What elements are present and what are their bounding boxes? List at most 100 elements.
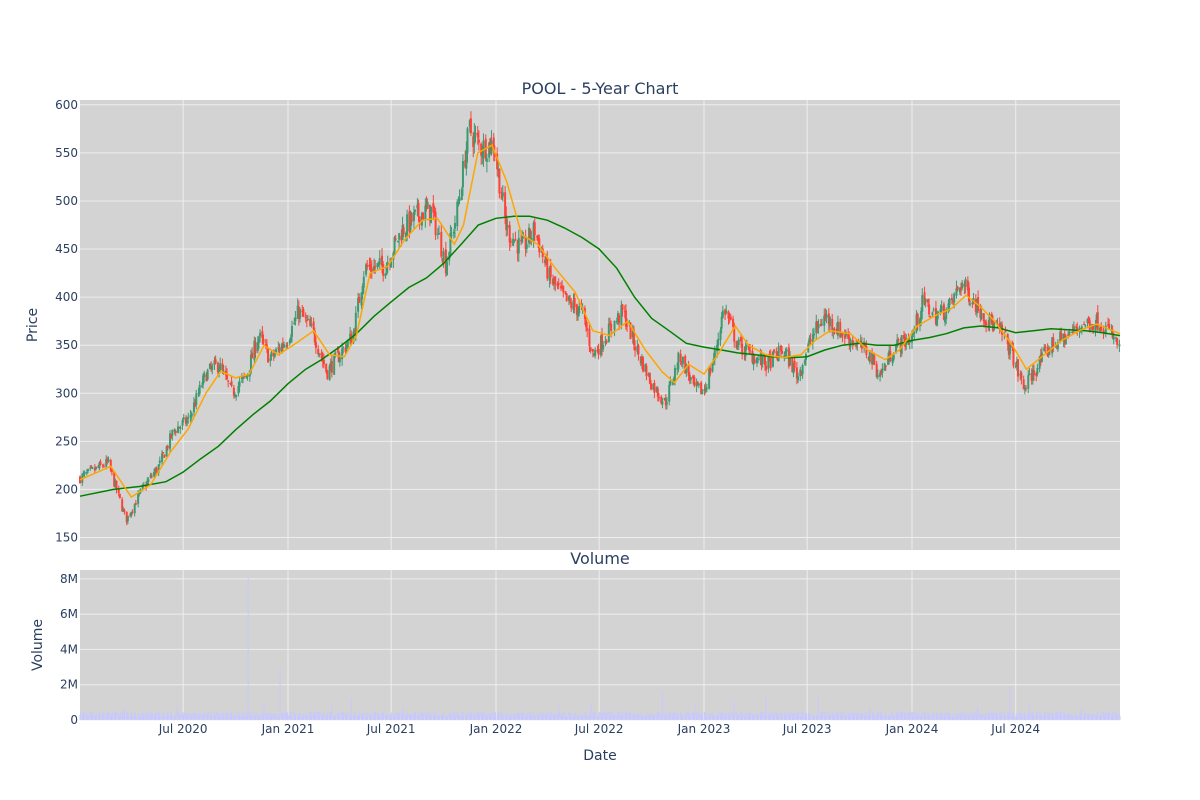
volume-bar — [341, 711, 343, 720]
volume-bar — [167, 713, 169, 720]
volume-bar — [628, 711, 630, 720]
volume-bar — [581, 716, 583, 720]
volume-bar — [90, 712, 92, 720]
volume-bar — [761, 711, 763, 720]
volume-bar — [505, 715, 507, 720]
volume-bar — [733, 700, 735, 720]
volume-bar — [840, 716, 842, 720]
volume-bar — [374, 711, 376, 720]
volume-bar — [913, 714, 915, 720]
volume-bar — [438, 714, 440, 720]
volume-bar — [1093, 714, 1095, 720]
candle-body — [313, 330, 316, 343]
volume-bar — [1008, 714, 1010, 720]
volume-bar — [249, 714, 251, 720]
volume-bar — [171, 716, 173, 720]
volume-bar — [217, 716, 219, 720]
candle-body — [899, 341, 902, 352]
candle-body — [713, 349, 716, 360]
volume-bar — [1055, 713, 1057, 720]
volume-bar — [704, 711, 706, 720]
volume-bar — [218, 712, 220, 720]
volume-bar — [469, 715, 471, 720]
volume-bar — [992, 712, 994, 720]
candle-body — [396, 240, 399, 242]
volume-bar — [542, 712, 544, 720]
volume-bar — [588, 716, 590, 720]
candle-body — [501, 192, 504, 197]
volume-bars — [79, 577, 1121, 720]
candle-body — [1104, 325, 1107, 333]
volume-bar — [314, 711, 316, 720]
candle-body — [322, 359, 325, 365]
candle-body — [493, 154, 496, 157]
volume-bar — [1105, 712, 1107, 720]
volume-bar — [999, 713, 1001, 720]
volume-bar — [155, 713, 157, 720]
volume-bar — [127, 711, 129, 720]
volume-bar — [1098, 715, 1100, 720]
candle-body — [83, 472, 86, 475]
volume-bar — [1000, 714, 1002, 720]
candle-body — [509, 240, 512, 243]
candle-body — [700, 382, 703, 395]
volume-bar — [323, 712, 325, 720]
volume-bar — [433, 712, 435, 720]
volume-bar — [636, 713, 638, 720]
volume-bar — [904, 712, 906, 720]
volume-bar — [602, 711, 604, 720]
candle-body — [551, 278, 554, 285]
volume-bar — [1076, 716, 1078, 720]
volume-bar — [642, 715, 644, 720]
volume-bar — [964, 715, 966, 720]
volume-bar — [885, 715, 887, 720]
volume-bar — [469, 712, 471, 720]
candle-body — [824, 313, 827, 318]
volume-bar — [976, 715, 978, 720]
volume-bar — [948, 714, 950, 720]
volume-bar — [193, 711, 195, 720]
volume-bar — [195, 714, 197, 720]
candle-body — [695, 382, 698, 387]
volume-bar — [829, 716, 831, 720]
volume-bar — [737, 715, 739, 720]
candle-body — [632, 329, 635, 345]
volume-bar — [485, 713, 487, 720]
volume-bar — [685, 713, 687, 720]
volume-bar — [1016, 716, 1018, 720]
volume-bar — [546, 713, 548, 720]
volume-bar — [580, 715, 582, 720]
candle-body — [237, 386, 240, 394]
candle-body — [1070, 331, 1073, 333]
volume-bar — [708, 715, 710, 720]
volume-bar — [672, 712, 674, 720]
volume-bar — [1102, 711, 1104, 720]
volume-bar — [1045, 714, 1047, 720]
volume-bar — [947, 712, 949, 720]
volume-bar — [820, 715, 822, 720]
candle-body — [999, 325, 1002, 328]
volume-bar — [369, 715, 371, 720]
volume-bar — [817, 697, 819, 720]
candle-body — [245, 376, 248, 379]
candle-body — [326, 370, 329, 379]
volume-bar — [291, 713, 293, 720]
volume-bar — [329, 715, 331, 720]
volume-bar — [534, 716, 536, 720]
volume-bar — [233, 715, 235, 720]
candle-body — [783, 354, 786, 356]
volume-bar — [652, 714, 654, 720]
volume-bar — [684, 715, 686, 720]
volume-bar — [973, 714, 975, 720]
volume-bar — [231, 711, 233, 720]
volume-bar — [509, 715, 511, 720]
candle-body — [338, 357, 341, 363]
candle-body — [751, 350, 754, 363]
volume-bar — [1114, 712, 1116, 720]
volume-bar — [812, 713, 814, 720]
candle-body — [725, 310, 728, 314]
volume-bar — [800, 711, 802, 720]
volume-bar — [174, 715, 176, 720]
volume-bar — [980, 713, 982, 720]
volume-bar — [317, 711, 319, 720]
